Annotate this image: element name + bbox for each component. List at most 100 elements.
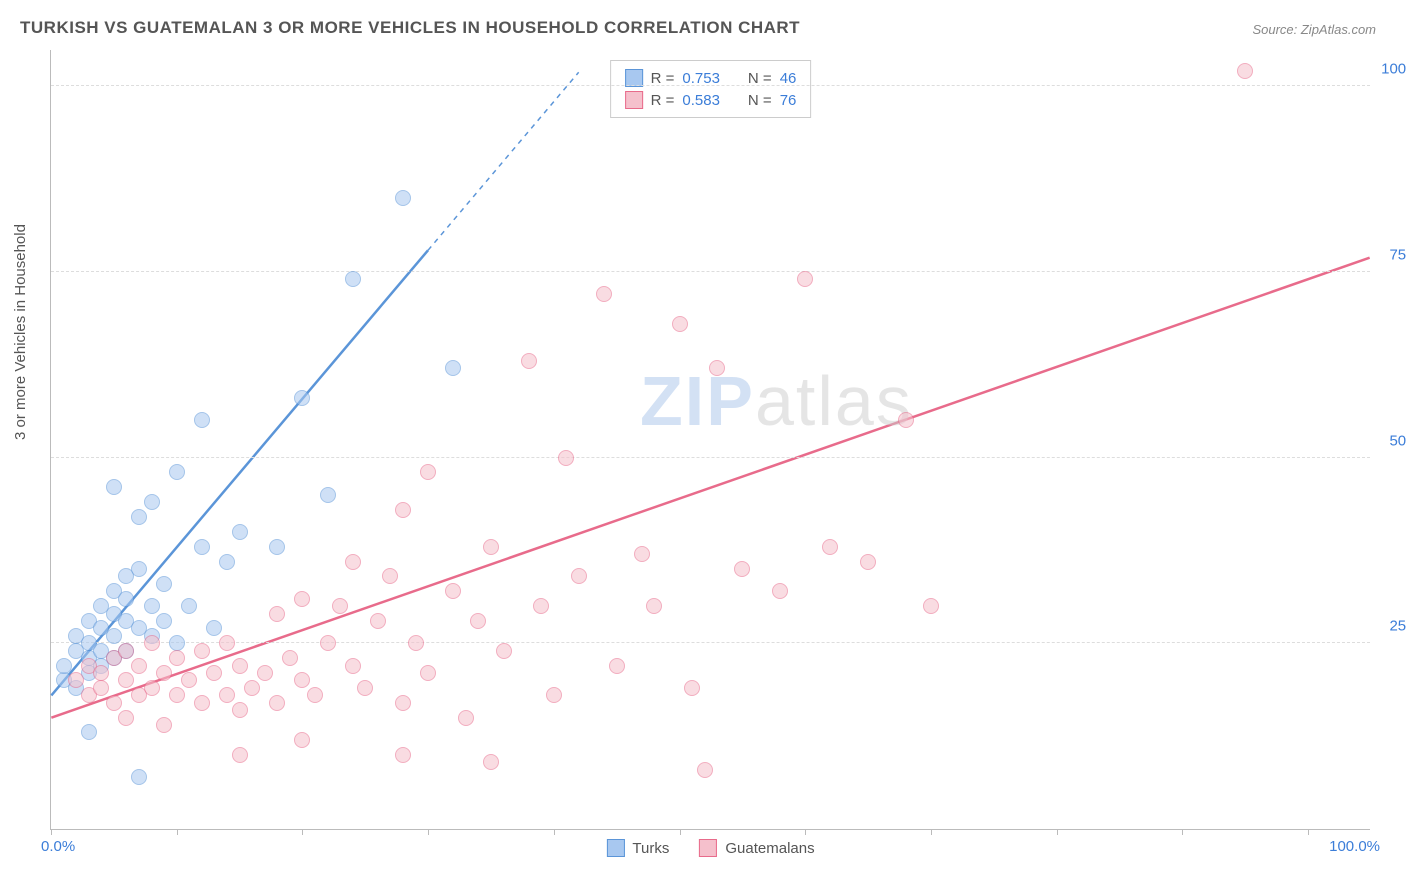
scatter-point <box>445 360 461 376</box>
scatter-point <box>684 680 700 696</box>
x-tick <box>177 829 178 835</box>
scatter-point <box>294 390 310 406</box>
scatter-point <box>609 658 625 674</box>
chart-title: TURKISH VS GUATEMALAN 3 OR MORE VEHICLES… <box>20 18 800 38</box>
scatter-point <box>269 606 285 622</box>
series-legend: Turks Guatemalans <box>606 839 814 857</box>
legend-swatch <box>699 839 717 857</box>
x-tick <box>805 829 806 835</box>
scatter-point <box>169 635 185 651</box>
r-label: R = <box>651 70 675 87</box>
scatter-point <box>232 747 248 763</box>
scatter-point <box>144 494 160 510</box>
scatter-point <box>219 687 235 703</box>
scatter-point <box>558 450 574 466</box>
y-tick-label: 100.0% <box>1381 61 1406 78</box>
scatter-point <box>232 702 248 718</box>
scatter-point <box>370 613 386 629</box>
scatter-point <box>156 576 172 592</box>
scatter-point <box>244 680 260 696</box>
scatter-point <box>156 717 172 733</box>
scatter-point <box>118 710 134 726</box>
scatter-point <box>420 464 436 480</box>
scatter-point <box>118 591 134 607</box>
x-tick <box>931 829 932 835</box>
scatter-point <box>194 695 210 711</box>
scatter-point <box>206 620 222 636</box>
x-tick <box>1308 829 1309 835</box>
trend-line-dashed <box>428 72 579 250</box>
scatter-point <box>294 732 310 748</box>
scatter-point <box>106 479 122 495</box>
scatter-point <box>483 754 499 770</box>
gridline <box>51 85 1370 86</box>
scatter-point <box>345 658 361 674</box>
scatter-point <box>131 658 147 674</box>
scatter-point <box>470 613 486 629</box>
scatter-point <box>596 286 612 302</box>
stats-legend: R =0.753N =46R =0.583N =76 <box>610 60 812 118</box>
scatter-point <box>131 769 147 785</box>
scatter-point <box>118 672 134 688</box>
stats-legend-row: R =0.583N =76 <box>625 89 797 111</box>
y-axis-label: 3 or more Vehicles in Household <box>12 224 29 440</box>
scatter-point <box>307 687 323 703</box>
series-name: Guatemalans <box>725 840 814 857</box>
scatter-point <box>332 598 348 614</box>
x-axis-max-label: 100.0% <box>1329 838 1380 855</box>
scatter-point <box>257 665 273 681</box>
scatter-point <box>118 643 134 659</box>
x-tick <box>680 829 681 835</box>
scatter-point <box>923 598 939 614</box>
scatter-point <box>571 568 587 584</box>
scatter-point <box>106 628 122 644</box>
scatter-point <box>156 613 172 629</box>
scatter-point <box>898 412 914 428</box>
x-axis-min-label: 0.0% <box>41 838 75 855</box>
scatter-point <box>1237 63 1253 79</box>
scatter-point <box>320 635 336 651</box>
gridline <box>51 271 1370 272</box>
scatter-point <box>131 561 147 577</box>
scatter-point <box>93 680 109 696</box>
n-label: N = <box>748 70 772 87</box>
y-tick-label: 25.0% <box>1389 618 1406 635</box>
scatter-point <box>483 539 499 555</box>
legend-swatch <box>625 91 643 109</box>
scatter-point <box>93 665 109 681</box>
scatter-point <box>194 412 210 428</box>
scatter-point <box>131 509 147 525</box>
legend-swatch <box>606 839 624 857</box>
scatter-point <box>458 710 474 726</box>
scatter-point <box>395 695 411 711</box>
scatter-point <box>181 672 197 688</box>
gridline <box>51 457 1370 458</box>
y-tick-label: 75.0% <box>1389 246 1406 263</box>
source-label: Source: ZipAtlas.com <box>1252 22 1376 37</box>
series-legend-item: Turks <box>606 839 669 857</box>
x-tick <box>51 829 52 835</box>
x-tick <box>428 829 429 835</box>
scatter-point <box>232 658 248 674</box>
scatter-point <box>345 554 361 570</box>
scatter-point <box>282 650 298 666</box>
scatter-point <box>345 271 361 287</box>
r-value: 0.583 <box>682 92 720 109</box>
scatter-point <box>206 665 222 681</box>
scatter-point <box>169 464 185 480</box>
scatter-point <box>709 360 725 376</box>
scatter-point <box>81 724 97 740</box>
r-value: 0.753 <box>682 70 720 87</box>
scatter-point <box>496 643 512 659</box>
scatter-point <box>521 353 537 369</box>
trend-lines-svg <box>51 50 1370 829</box>
scatter-point <box>269 539 285 555</box>
scatter-point <box>860 554 876 570</box>
x-tick <box>1057 829 1058 835</box>
scatter-point <box>181 598 197 614</box>
scatter-point <box>106 695 122 711</box>
scatter-point <box>797 271 813 287</box>
scatter-point <box>395 747 411 763</box>
scatter-point <box>269 695 285 711</box>
scatter-point <box>144 635 160 651</box>
